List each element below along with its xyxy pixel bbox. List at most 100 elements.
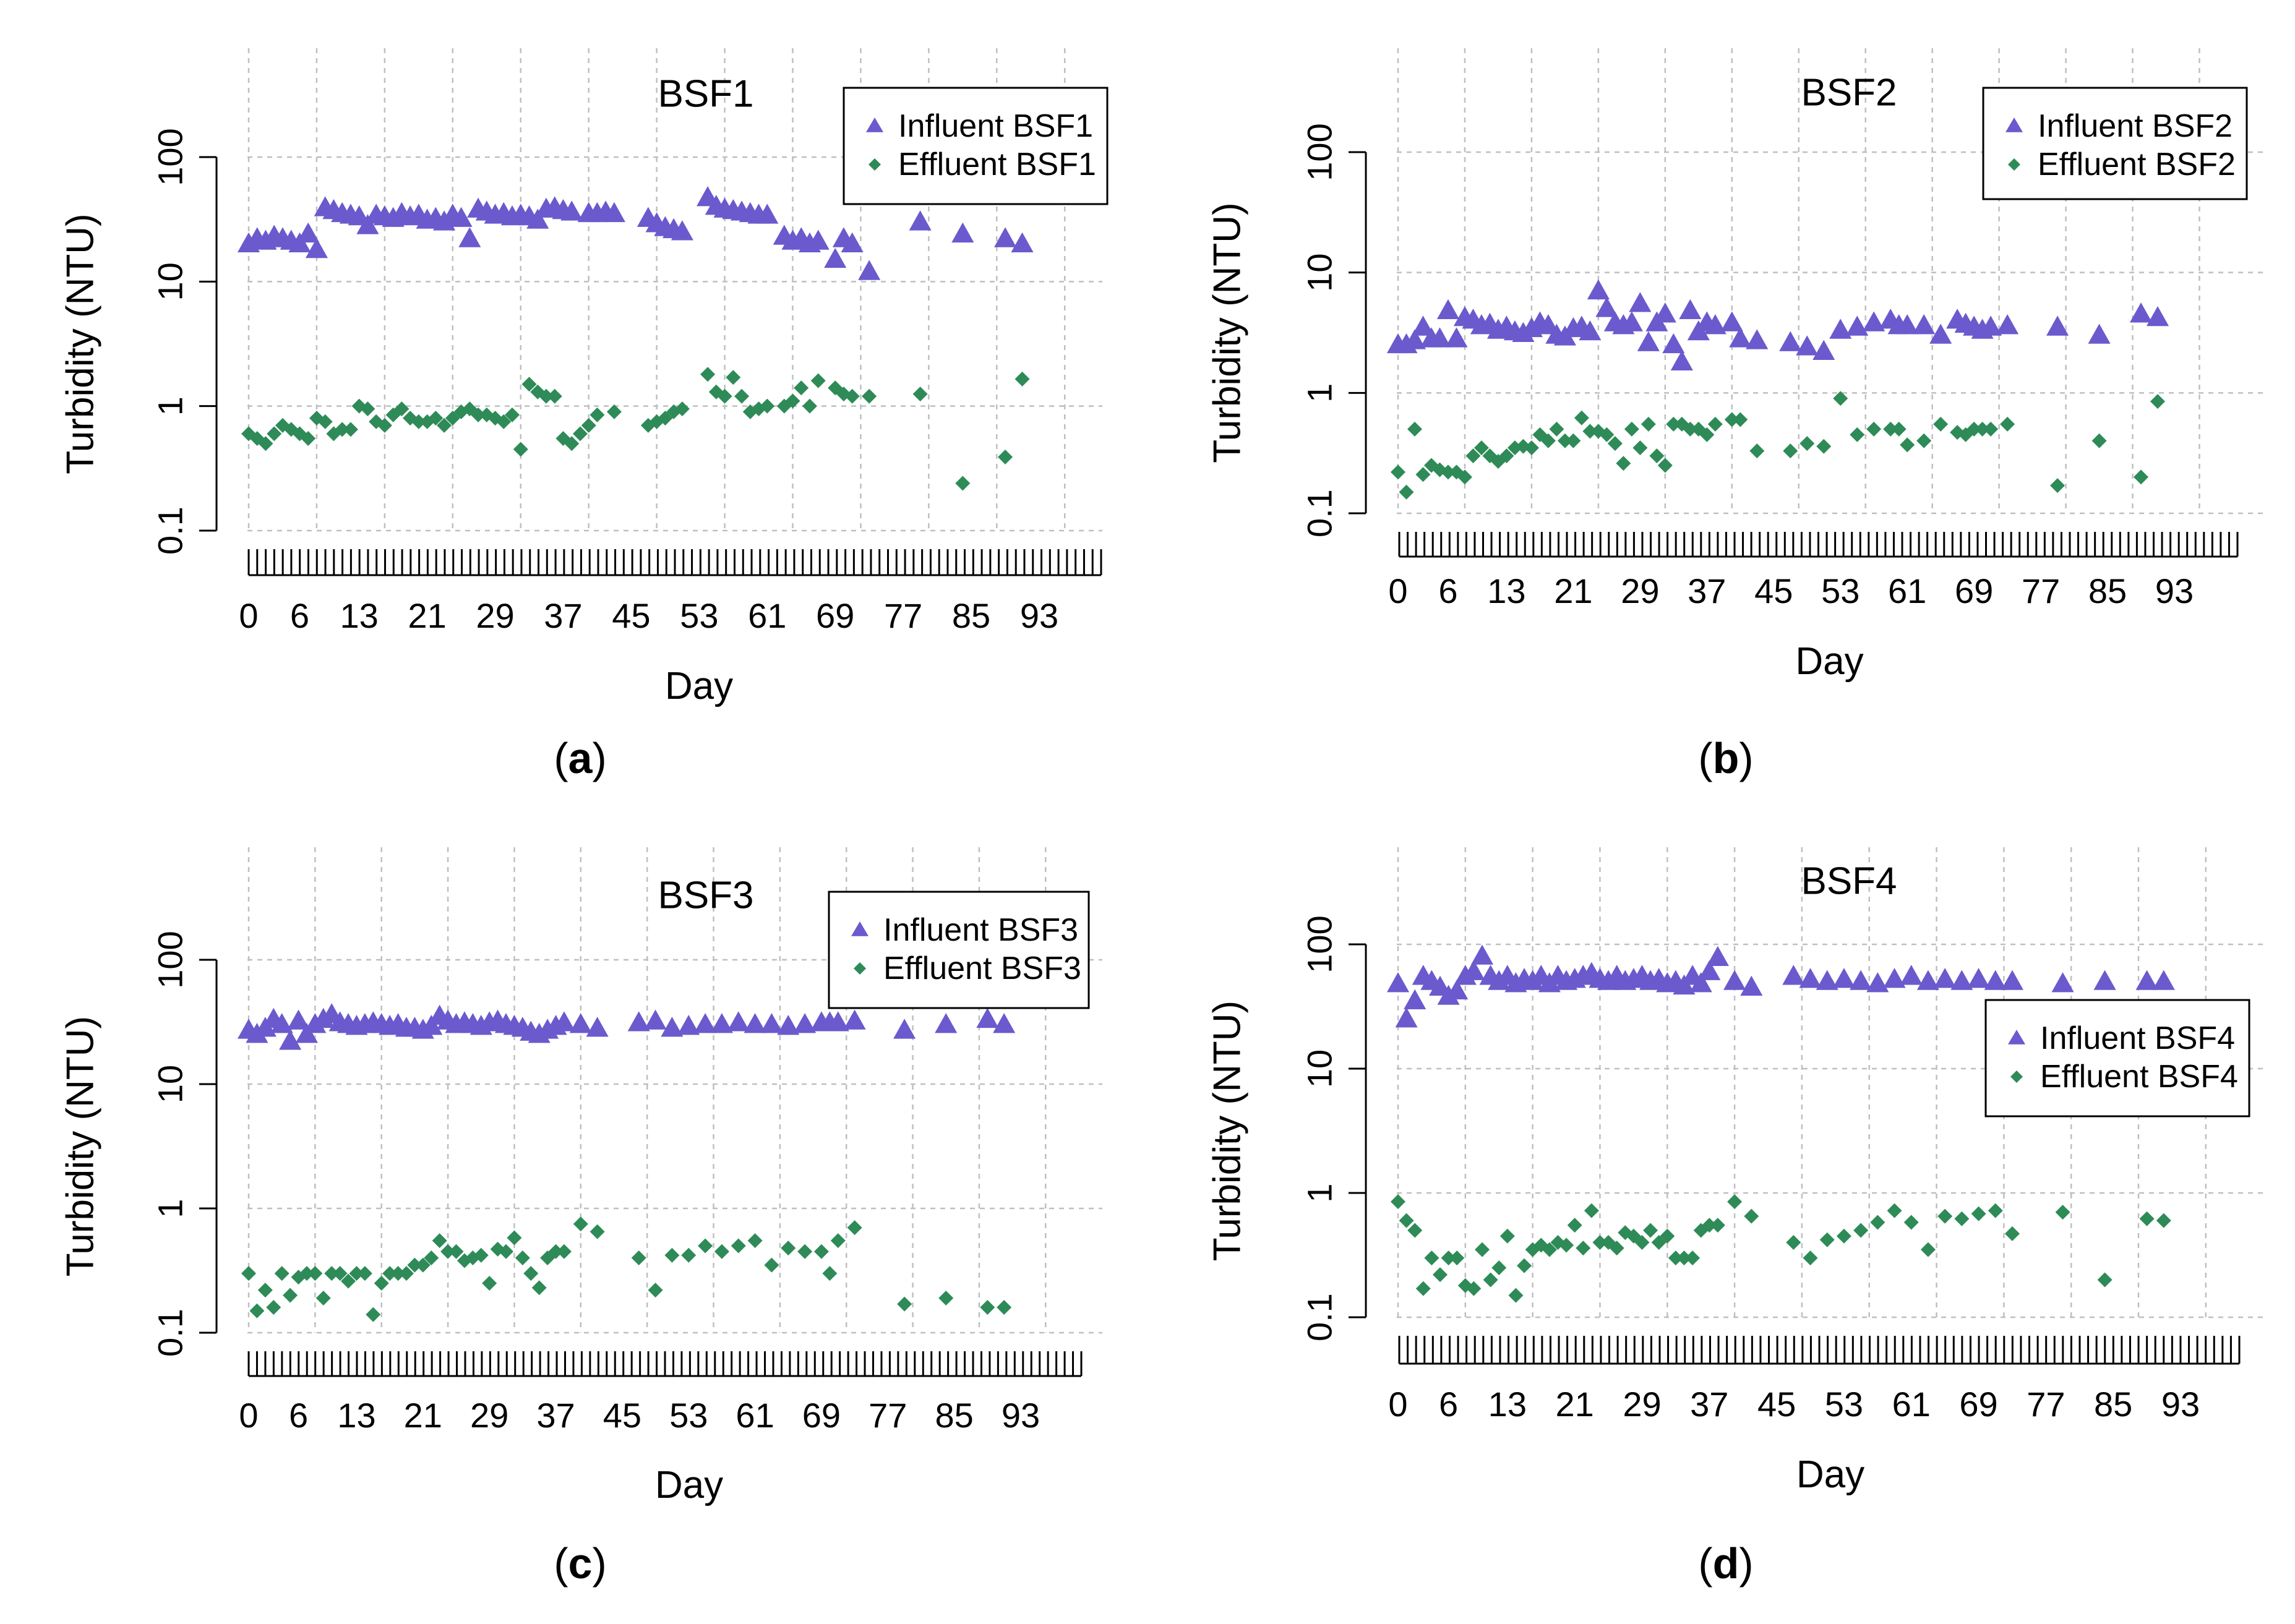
data-point-effluent <box>299 1266 314 1281</box>
data-point-effluent <box>1433 1267 1448 1283</box>
data-point-effluent <box>1415 467 1431 482</box>
x-tick-label: 37 <box>1690 1385 1728 1424</box>
data-point-effluent <box>1836 1228 1851 1244</box>
x-tick-label: 21 <box>404 1396 442 1435</box>
data-point-effluent <box>1971 1206 1986 1221</box>
data-point-influent <box>1654 302 1676 323</box>
data-point-effluent <box>398 1266 414 1281</box>
data-point-effluent <box>726 370 741 385</box>
x-tick-label: 61 <box>1888 571 1926 610</box>
data-point-effluent <box>424 1250 439 1265</box>
data-point-influent <box>1729 327 1752 348</box>
series-effluent <box>1391 391 2166 500</box>
data-point-influent <box>2152 970 2175 990</box>
data-point-influent <box>824 247 847 268</box>
data-point-effluent <box>394 401 410 417</box>
data-point-effluent <box>681 1247 697 1263</box>
data-point-influent <box>893 1019 916 1039</box>
data-point-effluent <box>1634 1234 1650 1250</box>
data-point-effluent <box>1499 448 1514 464</box>
data-point-effluent <box>844 388 860 404</box>
legend-label: Influent BSF2 <box>2038 108 2233 144</box>
data-point-effluent <box>1566 433 1581 448</box>
y-tick-label: 0.1 <box>151 506 190 555</box>
data-point-effluent <box>1557 433 1572 448</box>
data-point-effluent <box>1967 421 1982 437</box>
data-point-effluent <box>648 1283 663 1298</box>
x-tick-label: 85 <box>2088 571 2127 610</box>
x-tick-label: 85 <box>952 596 990 635</box>
data-point-effluent <box>674 401 690 417</box>
data-point-effluent <box>1710 1218 1725 1233</box>
data-point-effluent <box>1474 440 1489 456</box>
data-point-effluent <box>1916 433 1932 448</box>
data-point-effluent <box>1983 421 1999 437</box>
data-point-influent <box>420 1015 443 1035</box>
panel-caption: (a) <box>554 734 607 782</box>
x-tick-label: 29 <box>1621 571 1659 610</box>
data-point-effluent <box>1727 1194 1743 1210</box>
data-point-influent <box>976 1007 999 1028</box>
data-point-effluent <box>1891 421 1907 437</box>
data-point-effluent <box>847 1220 862 1236</box>
data-point-effluent <box>448 1244 464 1259</box>
data-point-influent <box>710 1013 733 1033</box>
data-point-effluent <box>1449 1250 1465 1266</box>
data-point-effluent <box>1850 427 1865 442</box>
x-tick-label: 29 <box>470 1396 508 1435</box>
legend-marker-effluent <box>869 158 881 171</box>
data-point-effluent <box>332 1266 348 1281</box>
data-point-effluent <box>590 407 605 422</box>
data-point-effluent <box>283 1288 298 1303</box>
legend-marker-influent <box>851 921 869 936</box>
data-point-effluent <box>473 1247 489 1263</box>
chart-panel-b: 0.1 1 10 100 Turbidity (NTU) 0 6 13 21 29 37 45 53 61… <box>1206 48 2264 782</box>
data-point-influent <box>843 1009 866 1030</box>
data-point-effluent <box>797 1244 813 1259</box>
y-tick-label: 100 <box>1300 123 1339 181</box>
data-point-effluent <box>747 1233 763 1249</box>
data-point-influent <box>661 1017 684 1037</box>
y-tick-label: 0.1 <box>1300 1293 1339 1341</box>
data-point-effluent <box>2134 469 2149 485</box>
data-point-effluent <box>714 1244 729 1259</box>
data-point-effluent <box>505 407 520 422</box>
data-point-influent <box>727 1011 750 1032</box>
legend-marker-effluent <box>854 962 866 975</box>
data-point-effluent <box>1584 1203 1599 1218</box>
y-tick-label: 10 <box>1300 1049 1339 1088</box>
data-point-effluent <box>513 442 528 457</box>
data-point-effluent <box>507 1230 522 1246</box>
data-point-influent <box>1996 314 2019 335</box>
data-point-effluent <box>407 1257 423 1273</box>
data-point-effluent <box>241 1266 256 1281</box>
data-point-effluent <box>760 398 775 414</box>
x-tick-label: 45 <box>612 596 650 635</box>
data-point-effluent <box>631 1250 646 1265</box>
data-point-effluent <box>1707 416 1723 432</box>
data-point-influent <box>1850 970 1872 990</box>
data-point-effluent <box>590 1224 605 1239</box>
data-point-effluent <box>1819 1232 1835 1247</box>
data-point-influent <box>1980 315 2002 336</box>
data-point-effluent <box>357 1266 372 1281</box>
data-point-effluent <box>1724 412 1739 427</box>
x-axis-label: Day <box>1796 1453 1864 1496</box>
data-point-effluent <box>1683 421 1698 437</box>
data-point-influent <box>603 202 625 223</box>
data-point-effluent <box>1800 436 1815 451</box>
y-tick-label: 1 <box>151 396 190 416</box>
x-tick-label: 45 <box>603 1396 641 1435</box>
data-point-effluent <box>2000 416 2015 432</box>
data-point-effluent <box>1015 371 1030 387</box>
data-point-effluent <box>1816 438 1832 454</box>
data-point-influent <box>760 1013 783 1033</box>
data-point-influent <box>586 1017 609 1037</box>
data-point-effluent <box>445 411 460 426</box>
data-point-effluent <box>1668 1250 1683 1266</box>
x-tick-label: 69 <box>1955 571 1993 610</box>
legend-marker-influent <box>866 118 883 132</box>
data-point-effluent <box>249 1303 265 1318</box>
chart-panel-a: 0.1 1 10 100 Turbidity (NTU) 0 6 13 21 29 37 45 53 61… <box>59 48 1109 782</box>
data-point-effluent <box>2055 1205 2070 1220</box>
